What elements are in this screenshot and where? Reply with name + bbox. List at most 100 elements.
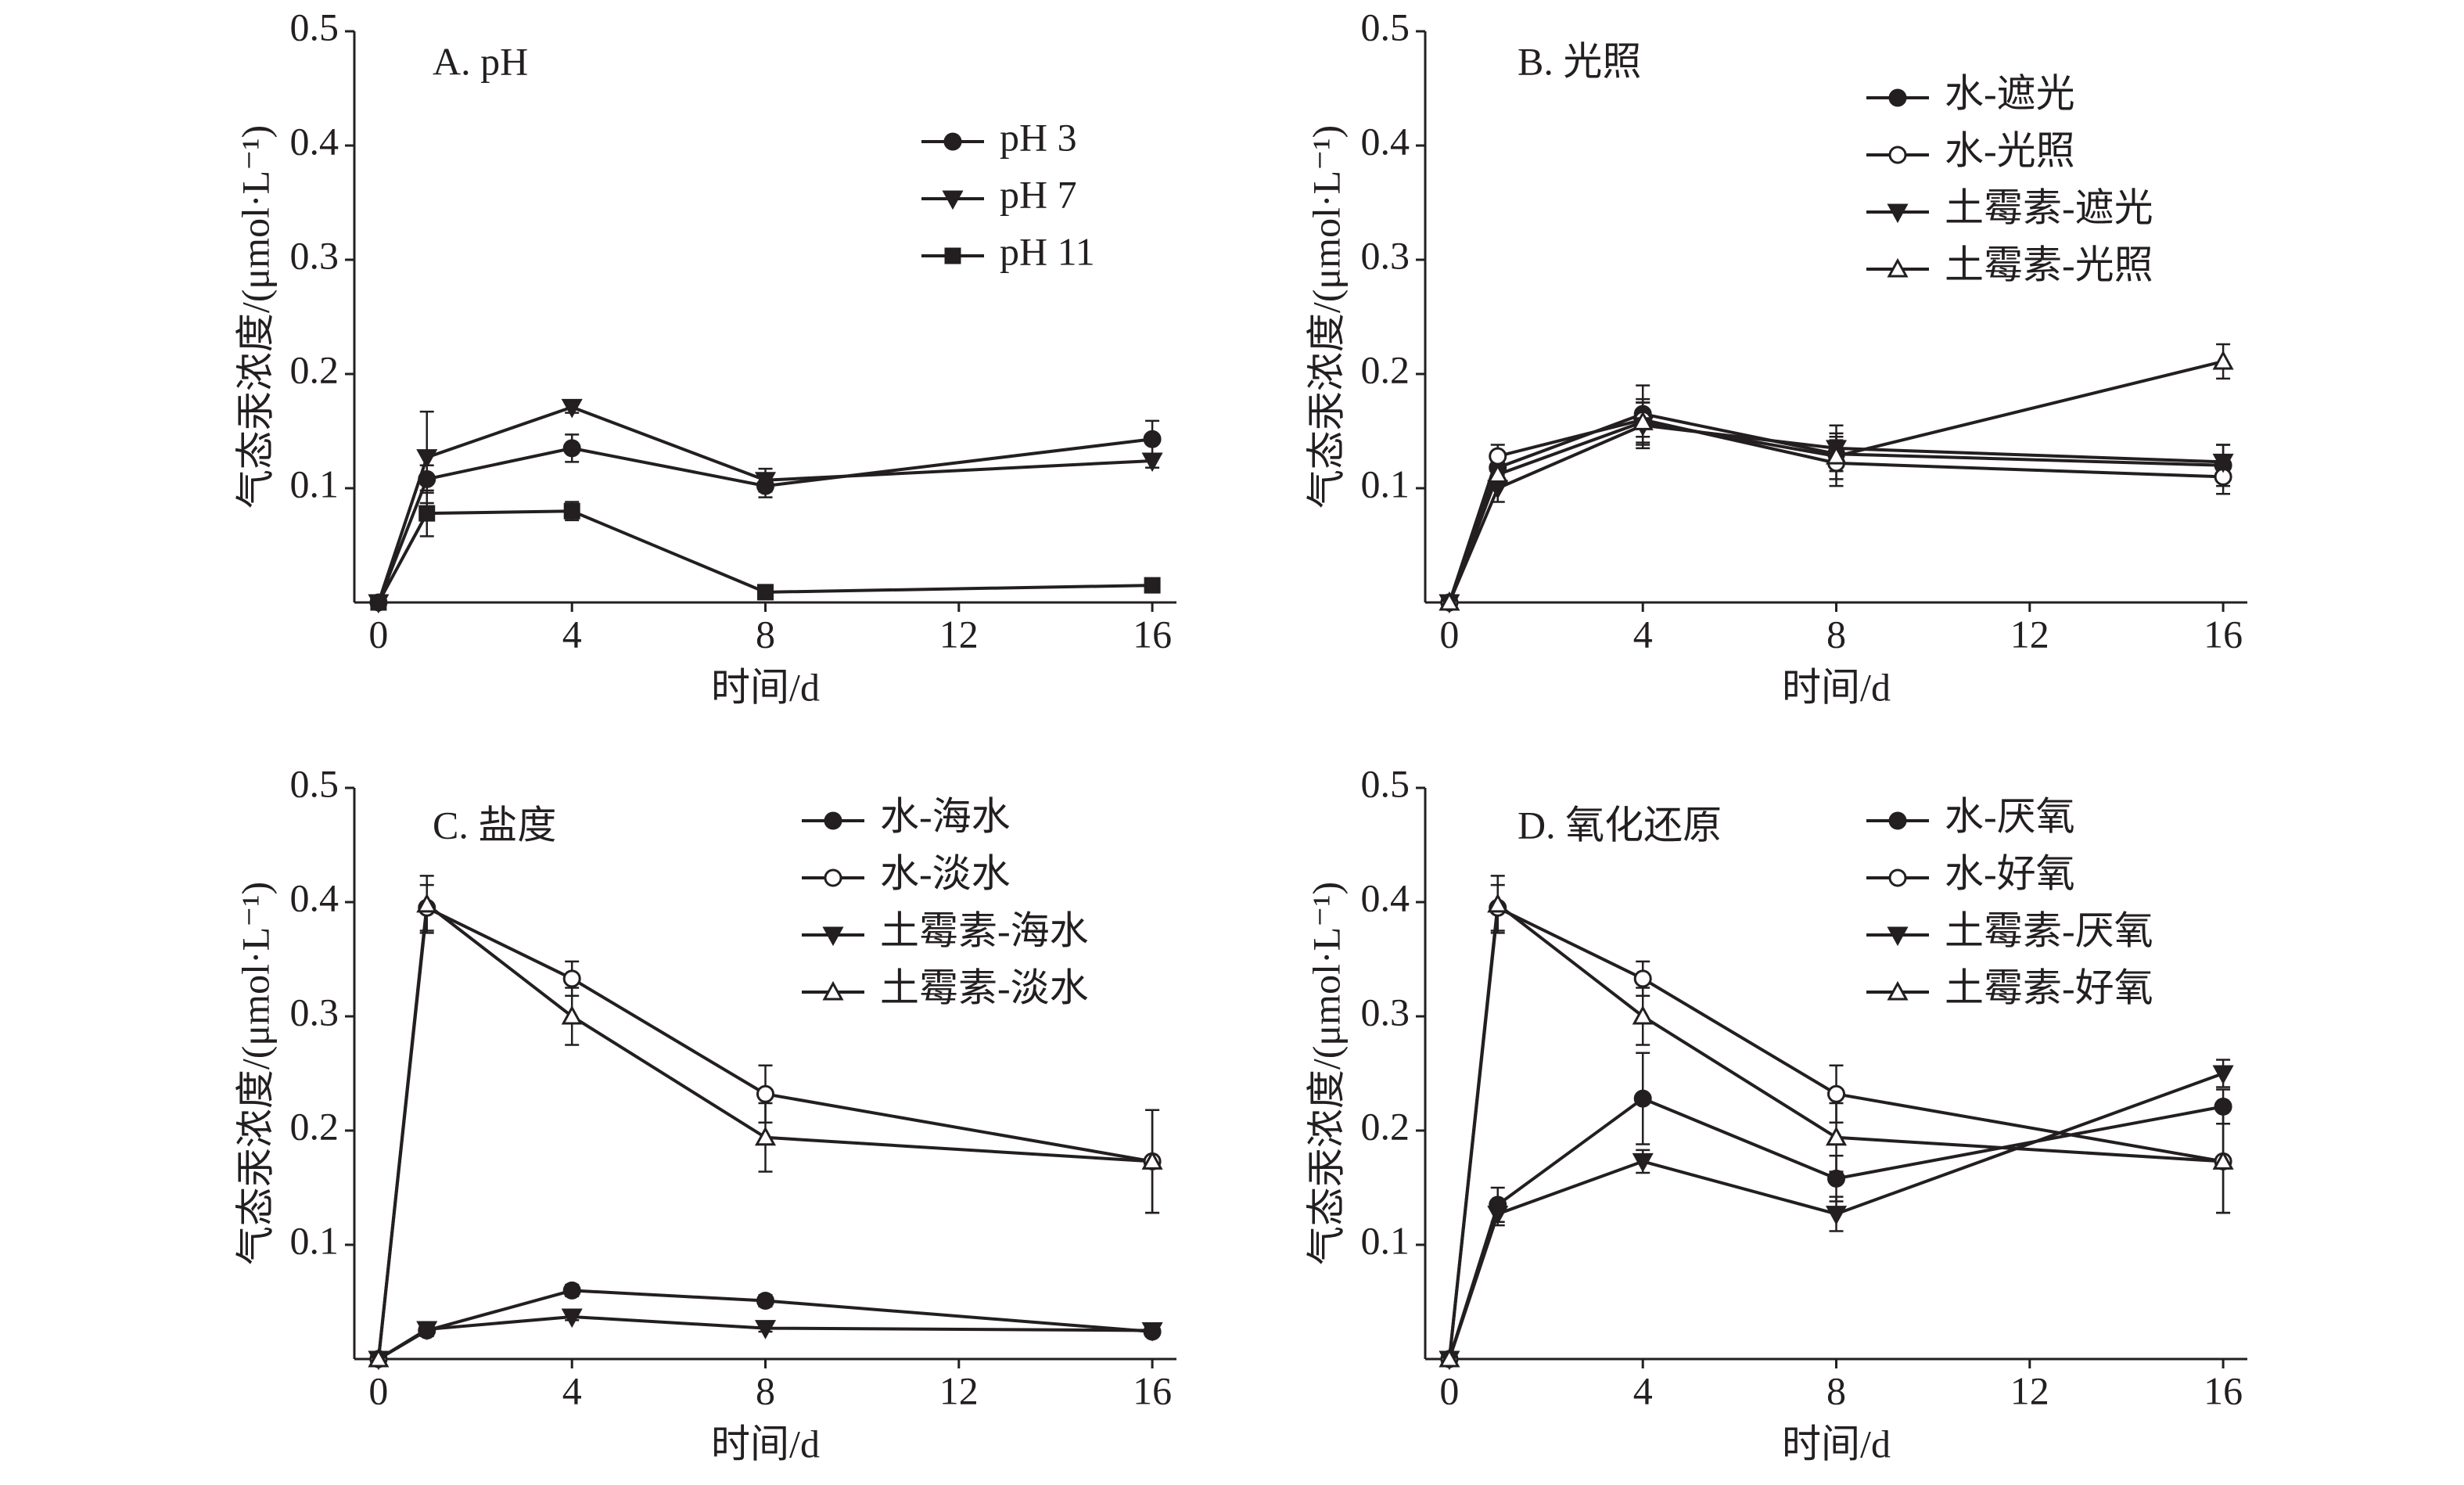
- marker: [2214, 1097, 2232, 1116]
- y-tick-label: 0.5: [290, 761, 339, 805]
- y-tick-label: 0.1: [290, 462, 339, 505]
- panel-title: A. pH: [433, 39, 528, 83]
- x-tick-label: 4: [562, 1368, 582, 1412]
- legend-label: pH 7: [1000, 172, 1077, 216]
- marker: [1632, 411, 1654, 430]
- legend-entry: 水-海水: [802, 794, 1011, 838]
- marker: [754, 472, 777, 491]
- legend-label: 水-厌氧: [1945, 794, 2075, 838]
- marker: [1887, 203, 1909, 224]
- x-tick-label: 4: [1633, 1368, 1653, 1412]
- marker: [1141, 452, 1163, 473]
- marker: [418, 505, 436, 522]
- marker: [418, 469, 436, 488]
- y-axis-label: 气态汞浓度/(μmol·L⁻¹): [233, 125, 277, 509]
- x-axis-label: 时间/d: [711, 1422, 820, 1465]
- y-tick-label: 0.3: [290, 233, 339, 277]
- x-tick-label: 8: [1826, 1368, 1846, 1412]
- marker: [1144, 577, 1161, 594]
- marker: [562, 439, 581, 458]
- legend-entry: 水-好氧: [1866, 851, 2075, 895]
- legend-entry: 水-厌氧: [1866, 794, 2075, 838]
- marker: [1487, 1206, 1509, 1225]
- legend-entry: 水-遮光: [1866, 71, 2075, 115]
- x-tick-label: 16: [2204, 612, 2243, 656]
- marker: [1633, 1089, 1652, 1108]
- panel: 0.1 0.2 0.3 0.4 0.5 0 4 8 12 16 时间/d 气态汞浓度/(μmol·L⁻…: [233, 761, 1176, 1465]
- marker: [1632, 1005, 1654, 1025]
- panel-title: B. 光照: [1518, 39, 1641, 83]
- x-tick-label: 12: [939, 1368, 979, 1412]
- marker: [416, 893, 438, 913]
- x-tick-label: 0: [368, 612, 388, 656]
- legend-label: 土霉素-厌氧: [1945, 908, 2153, 952]
- marker: [1888, 88, 1907, 107]
- legend-label: 土霉素-海水: [880, 908, 1089, 952]
- legend-entry: 水-淡水: [802, 851, 1011, 895]
- marker: [1888, 868, 1907, 887]
- marker: [1827, 1169, 1845, 1188]
- y-tick-label: 0.4: [290, 119, 339, 163]
- marker: [1141, 1150, 1163, 1170]
- y-tick-label: 0.2: [290, 1104, 339, 1148]
- panel-title: D. 氧化还原: [1518, 803, 1722, 847]
- x-tick-label: 16: [2204, 1368, 2243, 1412]
- legend-label: 水-好氧: [1945, 851, 2075, 895]
- marker: [1489, 447, 1507, 466]
- y-axis-label: 气态汞浓度/(μmol·L⁻¹): [1304, 125, 1348, 509]
- legend-label: 土霉素-遮光: [1945, 185, 2153, 229]
- legend-label: 土霉素-光照: [1945, 243, 2153, 286]
- x-tick-label: 12: [939, 612, 979, 656]
- marker: [757, 584, 774, 601]
- y-tick-label: 0.4: [1361, 119, 1410, 163]
- x-tick-label: 4: [562, 612, 582, 656]
- marker: [1487, 893, 1509, 913]
- legend-label: 土霉素-淡水: [880, 965, 1089, 1009]
- marker: [1439, 591, 1460, 611]
- marker: [1143, 430, 1162, 448]
- legend-entry: pH 11: [921, 229, 1095, 273]
- x-tick-label: 4: [1633, 612, 1653, 656]
- marker: [942, 190, 964, 210]
- y-tick-label: 0.1: [1361, 462, 1410, 505]
- legend-entry: 土霉素-厌氧: [1866, 908, 2153, 952]
- legend-label: 水-海水: [880, 794, 1011, 838]
- y-tick-label: 0.4: [290, 876, 339, 919]
- legend-entry: 土霉素-海水: [802, 908, 1089, 952]
- y-tick-label: 0.3: [290, 990, 339, 1034]
- marker: [562, 969, 581, 988]
- x-tick-label: 12: [2010, 1368, 2049, 1412]
- marker: [2212, 350, 2234, 370]
- panel: 0.1 0.2 0.3 0.4 0.5 0 4 8 12 16 时间/d 气态汞浓度/(μmol·L⁻…: [233, 5, 1176, 709]
- x-tick-label: 8: [1826, 612, 1846, 656]
- marker: [1887, 980, 1909, 1001]
- marker: [944, 247, 961, 264]
- marker: [822, 926, 844, 947]
- legend-label: 水-光照: [1945, 128, 2075, 172]
- marker: [563, 502, 580, 520]
- y-tick-label: 0.1: [290, 1218, 339, 1262]
- marker: [416, 449, 438, 469]
- marker: [1487, 463, 1509, 483]
- marker: [1887, 926, 1909, 947]
- y-tick-label: 0.3: [1361, 990, 1410, 1034]
- marker: [1825, 1126, 1848, 1146]
- marker: [368, 1347, 390, 1368]
- marker: [756, 1084, 774, 1103]
- legend-label: 水-遮光: [1945, 71, 2075, 115]
- marker: [1887, 257, 1909, 278]
- marker: [561, 1005, 583, 1025]
- marker: [416, 1321, 438, 1341]
- legend-entry: 土霉素-淡水: [802, 965, 1089, 1009]
- marker: [370, 594, 387, 611]
- marker: [1633, 969, 1652, 988]
- x-tick-label: 8: [756, 1368, 775, 1412]
- y-tick-label: 0.5: [290, 5, 339, 49]
- marker: [1825, 1206, 1848, 1225]
- legend-label: 水-淡水: [880, 851, 1011, 895]
- marker: [562, 1281, 581, 1300]
- x-axis-label: 时间/d: [1782, 665, 1891, 709]
- y-tick-label: 0.1: [1361, 1218, 1410, 1262]
- marker: [561, 1308, 583, 1329]
